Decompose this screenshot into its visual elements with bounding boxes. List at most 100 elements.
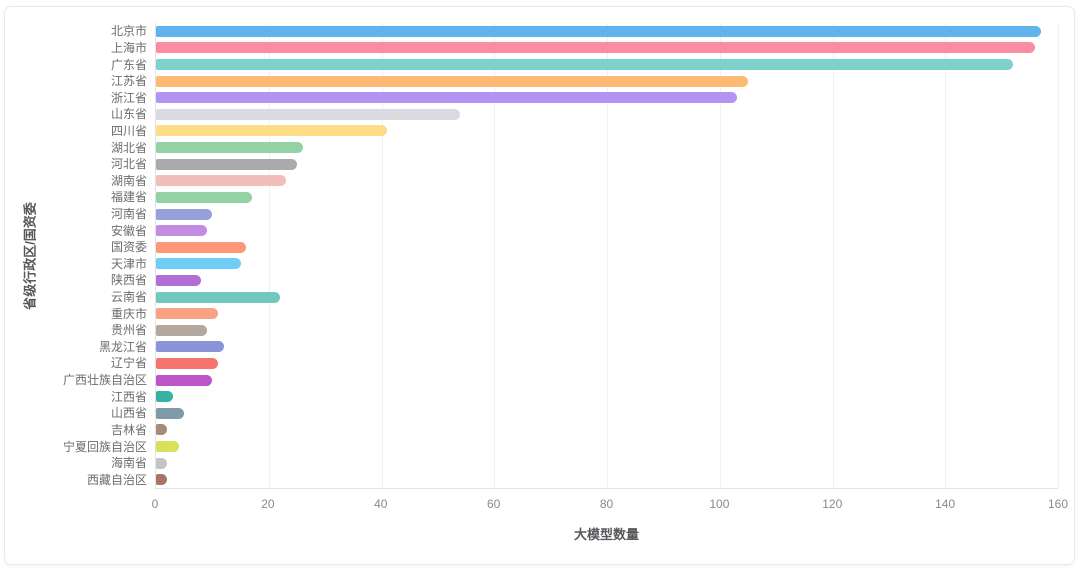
bar-track — [156, 357, 1058, 369]
bar-track — [156, 241, 1058, 253]
plot-area: 北京市 上海市 广东省 江苏省 浙江省 山东省 四川省 湖北省 河北省 湖南省 福建省 河南省 安徽省国… — [63, 23, 1059, 489]
x-tick-label: 20 — [261, 497, 275, 511]
bar-track — [156, 374, 1058, 386]
bar-辽宁省[interactable] — [156, 357, 218, 369]
y-axis-label: 贵州省 — [110, 323, 147, 338]
y-axis-label: 四川省 — [110, 123, 147, 138]
bar-天津市[interactable] — [156, 258, 241, 270]
bar-track — [156, 42, 1058, 54]
chart-row: 江西省 — [111, 388, 1058, 405]
bar-陕西省[interactable] — [156, 274, 202, 286]
bar-海南省[interactable] — [156, 457, 168, 469]
bar-吉林省[interactable] — [156, 424, 168, 436]
bar-track — [156, 108, 1058, 120]
bar-track — [156, 424, 1058, 436]
chart-row: 重庆市 — [111, 305, 1058, 322]
bar-四川省[interactable] — [156, 125, 388, 137]
y-axis-label: 西藏自治区 — [86, 472, 147, 487]
bar-江西省[interactable] — [156, 391, 173, 403]
bar-山西省[interactable] — [156, 407, 185, 419]
y-axis-label: 广西壮族自治区 — [62, 373, 147, 388]
y-axis-label: 宁夏回族自治区 — [62, 439, 147, 454]
bar-track — [156, 441, 1058, 453]
gridline — [607, 23, 608, 488]
bar-track — [156, 474, 1058, 486]
bar-track — [156, 175, 1058, 187]
bar-广东省[interactable] — [156, 59, 1013, 71]
bar-track — [156, 208, 1058, 220]
y-axis-label: 湖南省 — [110, 173, 147, 188]
y-axis-title: 省级行政区/国资委 — [22, 202, 38, 310]
bar-云南省[interactable] — [156, 291, 281, 303]
bar-河南省[interactable] — [156, 208, 213, 220]
chart-row: 广东省 — [111, 56, 1058, 73]
bar-北京市[interactable] — [156, 25, 1042, 37]
bar-广西壮族自治区[interactable] — [156, 374, 213, 386]
y-axis-label: 海南省 — [110, 456, 147, 471]
y-axis-label: 上海市 — [110, 40, 147, 55]
bar-湖南省[interactable] — [156, 175, 286, 187]
bar-track — [156, 125, 1058, 137]
bar-宁夏回族自治区[interactable] — [156, 441, 179, 453]
chart-row: 北京市 — [111, 23, 1058, 40]
bar-安徽省[interactable] — [156, 225, 207, 237]
bar-track — [156, 391, 1058, 403]
bar-上海市[interactable] — [156, 42, 1036, 54]
y-axis-label: 北京市 — [110, 24, 147, 39]
bar-江苏省[interactable] — [156, 75, 748, 87]
y-axis-label: 黑龙江省 — [98, 339, 147, 354]
y-axis-label: 安徽省 — [110, 223, 147, 238]
bar-track — [156, 274, 1058, 286]
bar-湖北省[interactable] — [156, 142, 303, 154]
bar-track — [156, 457, 1058, 469]
y-axis-label: 山东省 — [110, 107, 147, 122]
x-tick-label: 100 — [709, 497, 730, 511]
y-axis-label: 国资委 — [110, 240, 147, 255]
x-tick-label: 140 — [935, 497, 956, 511]
bar-国资委[interactable] — [156, 241, 247, 253]
x-axis-title: 大模型数量 — [573, 527, 639, 542]
bar-track — [156, 324, 1058, 336]
bar-福建省[interactable] — [156, 191, 252, 203]
bar-黑龙江省[interactable] — [156, 341, 224, 353]
bar-重庆市[interactable] — [156, 308, 218, 320]
bar-track — [156, 142, 1058, 154]
y-axis-label: 河北省 — [110, 157, 147, 172]
chart-row: 山西省 — [111, 405, 1058, 422]
y-axis-label: 山西省 — [110, 406, 147, 421]
chart-row: 云南省 — [111, 289, 1058, 306]
bar-track — [156, 191, 1058, 203]
bar-rows: 北京市 上海市 广东省 江苏省 浙江省 山东省 四川省 湖北省 河北省 湖南省 福建省 河南省 安徽省国… — [63, 23, 1058, 488]
chart-row: 安徽省 — [111, 222, 1058, 239]
gridline — [832, 23, 834, 488]
x-tick-label: 40 — [374, 497, 388, 511]
gridline — [719, 23, 721, 488]
y-axis-label: 福建省 — [110, 190, 147, 205]
bar-河北省[interactable] — [156, 158, 297, 170]
y-axis-label: 江苏省 — [110, 74, 147, 89]
chart-row: 宁夏回族自治区 — [63, 438, 1058, 455]
bar-山东省[interactable] — [156, 108, 461, 120]
x-tick-label: 120 — [822, 497, 843, 511]
chart-row: 天津市 — [111, 256, 1058, 273]
chart-row: 湖北省 — [111, 139, 1058, 156]
y-axis-label: 浙江省 — [110, 90, 147, 105]
chart-row: 浙江省 — [111, 89, 1058, 106]
bar-track — [156, 341, 1058, 353]
bar-浙江省[interactable] — [156, 92, 737, 104]
chart-row: 湖南省 — [111, 172, 1058, 189]
y-axis-label: 陕西省 — [110, 273, 147, 288]
chart-row: 国资委 — [111, 239, 1058, 256]
chart-row: 福建省 — [111, 189, 1058, 206]
y-axis-label: 天津市 — [110, 256, 147, 271]
x-tick-label: 0 — [151, 497, 159, 511]
gridline — [1058, 23, 1059, 488]
bar-track — [156, 75, 1058, 87]
chart-row: 河北省 — [111, 156, 1058, 173]
bar-西藏自治区[interactable] — [156, 474, 168, 486]
bar-贵州省[interactable] — [156, 324, 207, 336]
bar-track — [156, 407, 1058, 419]
chart-row: 吉林省 — [111, 422, 1058, 439]
y-axis-label: 重庆市 — [110, 306, 147, 321]
bar-track — [156, 92, 1058, 104]
